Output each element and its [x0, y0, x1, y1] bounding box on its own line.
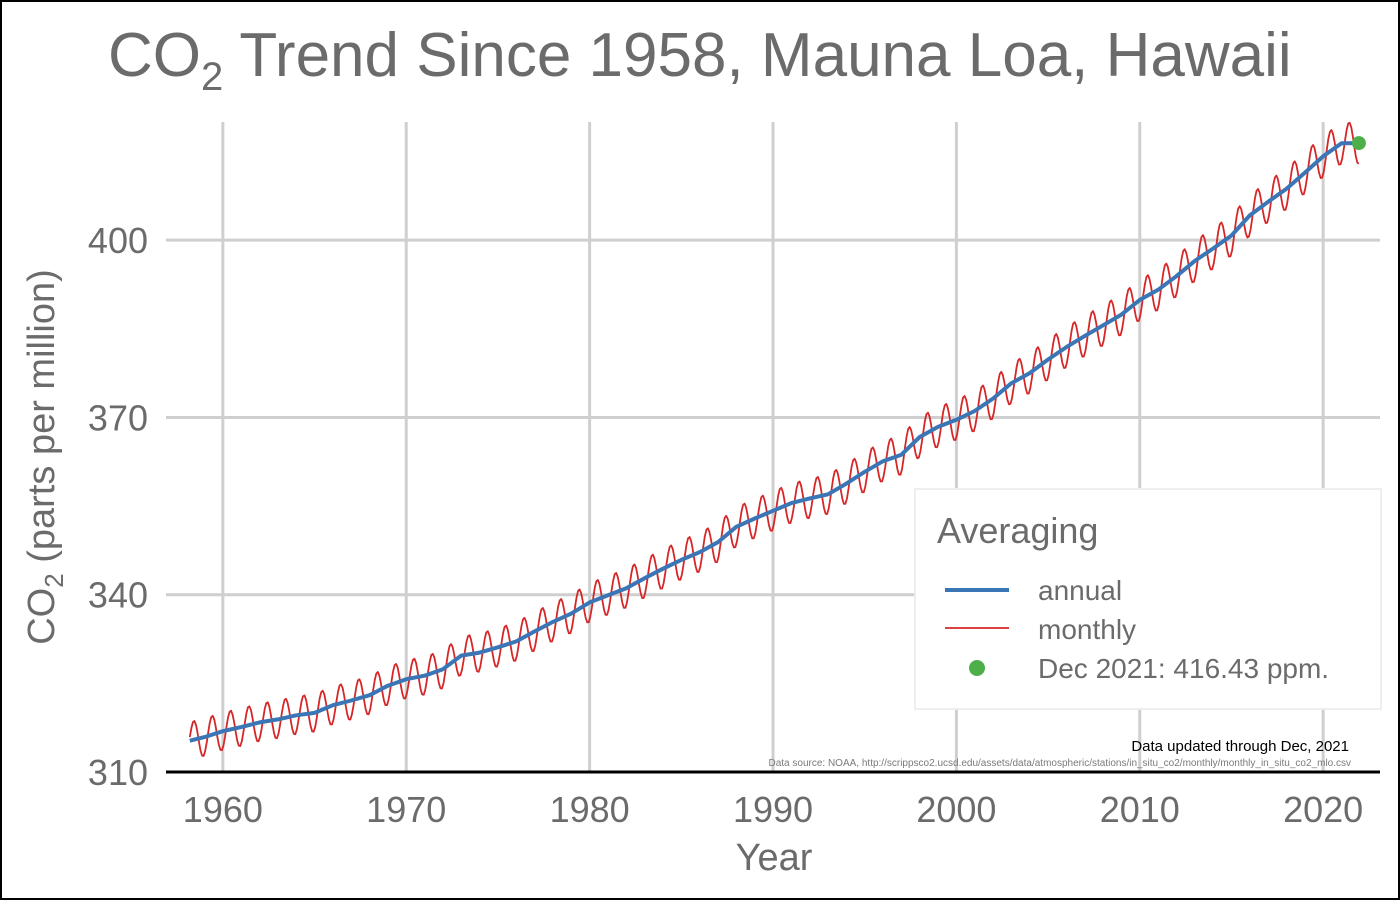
latest-value-point	[1351, 136, 1366, 151]
x-tick-label: 2020	[1283, 789, 1363, 830]
y-axis-title: CO2 (parts per million)	[21, 269, 69, 645]
legend-box	[914, 488, 1382, 710]
legend-label-monthly: monthly	[1038, 614, 1136, 645]
x-tick-label: 1960	[183, 789, 263, 830]
x-tick-label: 2000	[916, 789, 996, 830]
chart-title: CO2 Trend Since 1958, Mauna Loa, Hawaii	[108, 21, 1292, 99]
y-tick-label: 370	[88, 397, 148, 438]
y-tick-labels: 310 340 370 400	[88, 220, 148, 793]
x-axis-title: Year	[736, 837, 813, 879]
y-tick-label: 340	[88, 575, 148, 616]
annual-series-layer	[189, 141, 1359, 743]
data-updated-note: Data updated through Dec, 2021	[1131, 738, 1349, 755]
x-tick-label: 1990	[733, 789, 813, 830]
legend-title: Averaging	[937, 510, 1098, 551]
y-tick-label: 400	[88, 220, 148, 261]
highlight-point-layer	[1351, 136, 1366, 151]
monthly-series-line	[188, 121, 1360, 757]
x-tick-labels: 1960 1970 1980 1990 2000 2010 2020	[183, 789, 1363, 830]
legend-label-annual: annual	[1038, 575, 1122, 606]
x-tick-label: 1980	[550, 789, 630, 830]
monthly-series-layer	[188, 121, 1360, 757]
x-tick-label: 2010	[1100, 789, 1180, 830]
legend-label-latest: Dec 2021: 416.43 ppm.	[1038, 653, 1329, 684]
x-tick-label: 1970	[366, 789, 446, 830]
y-tick-label: 310	[88, 752, 148, 793]
legend-key-latest	[969, 660, 985, 676]
legend: Averaging annual monthly Dec 2021: 416.4…	[914, 488, 1382, 710]
annual-series-line	[189, 141, 1359, 743]
data-source-note: Data source: NOAA, http://scrippsco2.ucs…	[768, 758, 1351, 769]
